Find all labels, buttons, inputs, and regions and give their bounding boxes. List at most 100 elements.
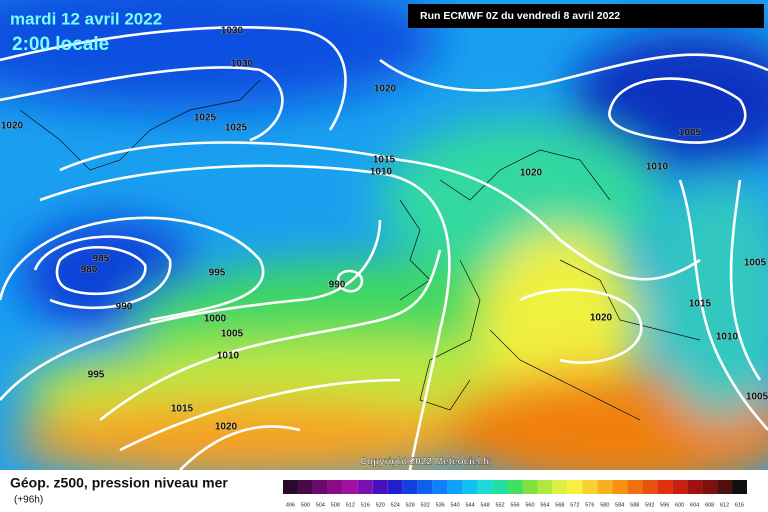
isobar-label: 1005 [746, 392, 768, 403]
scale-label: 556 [510, 502, 519, 508]
color-scale: 496 500 504 508 512 516 520 524 528 532 536 540 544 5… [283, 480, 747, 508]
isobar-label: 1000 [204, 314, 227, 325]
scale-label: 560 [525, 502, 534, 508]
scale-label: 496 [286, 502, 295, 508]
scale-label: 588 [630, 502, 639, 508]
scale-swatch [417, 480, 433, 494]
isobar-label: 1010 [370, 167, 393, 178]
isobar-label: 1005 [679, 128, 702, 139]
scale-swatch [327, 480, 343, 494]
scale-label: 508 [331, 502, 340, 508]
scale-label: 612 [720, 502, 729, 508]
scale-label: 524 [391, 502, 400, 508]
scale-swatch [657, 480, 673, 494]
scale-label: 616 [735, 502, 744, 508]
isobar-label: 1015 [373, 155, 396, 166]
scale-swatch [283, 480, 298, 494]
run-info: Run ECMWF 0Z du vendredi 8 avril 2022 [420, 10, 620, 22]
isobar-label: 1015 [689, 299, 712, 310]
scale-swatch [402, 480, 418, 494]
scale-swatch [477, 480, 493, 494]
scale-label: 544 [466, 502, 475, 508]
scale-label: 552 [495, 502, 504, 508]
isobar-label: 1020 [374, 84, 397, 95]
scale-label: 532 [421, 502, 430, 508]
map-date: mardi 12 avril 2022 [10, 9, 162, 28]
scale-label: 580 [600, 502, 609, 508]
isobar-label: 1005 [744, 258, 767, 269]
scale-label: 516 [361, 502, 370, 508]
scale-swatch [567, 480, 583, 494]
isobar-label: 1020 [590, 313, 613, 324]
run-box [408, 4, 764, 28]
scale-swatch [507, 480, 523, 494]
scale-label: 608 [705, 502, 714, 508]
scale-swatch [357, 480, 373, 494]
scale-swatch [702, 480, 718, 494]
map-area [0, 0, 768, 470]
scale-label: 500 [301, 502, 310, 508]
scale-swatch [612, 480, 628, 494]
scale-swatch [432, 480, 448, 494]
scale-label: 504 [316, 502, 325, 508]
scale-swatch [552, 480, 568, 494]
scale-label: 520 [376, 502, 385, 508]
isobar-label: 1010 [716, 332, 739, 343]
isobar-label: 1010 [646, 162, 669, 173]
isobar-label: 995 [209, 268, 226, 279]
copyright: Copyright 2022 Meteociel.fr [360, 457, 491, 468]
scale-swatch [627, 480, 643, 494]
scale-swatch [372, 480, 388, 494]
scale-swatch [312, 480, 328, 494]
scale-label: 592 [645, 502, 654, 508]
scale-label: 568 [555, 502, 564, 508]
scale-swatch [687, 480, 703, 494]
scale-swatch [297, 480, 313, 494]
isobar-label: 1010 [217, 351, 240, 362]
scale-swatch [447, 480, 463, 494]
scale-label: 576 [585, 502, 594, 508]
isobar-label: 1030 [231, 59, 254, 70]
scale-swatch [462, 480, 478, 494]
scale-swatch [732, 480, 747, 494]
isobar-label: 1030 [221, 26, 244, 37]
scale-label: 584 [615, 502, 624, 508]
isobar-label: 990 [116, 302, 133, 313]
scale-label: 604 [690, 502, 699, 508]
isobar-label: 995 [88, 370, 105, 381]
isobar-label: 1020 [1, 121, 24, 132]
scale-swatch [717, 480, 733, 494]
scale-swatch [492, 480, 508, 494]
scale-swatch [522, 480, 538, 494]
scale-label: 564 [540, 502, 549, 508]
scale-swatch [342, 480, 358, 494]
isobar-label: 1005 [221, 329, 244, 340]
scale-label: 540 [451, 502, 460, 508]
scale-swatch [582, 480, 598, 494]
isobar-label: 1020 [520, 168, 543, 179]
isobar-label: 990 [329, 280, 346, 291]
scale-swatch [387, 480, 403, 494]
scale-label: 512 [346, 502, 355, 508]
scale-swatch [537, 480, 553, 494]
scale-label: 596 [660, 502, 669, 508]
isobar-label: 980 [81, 265, 98, 276]
isobar-label: 1015 [171, 404, 194, 415]
map-time: 2:00 locale [12, 34, 109, 55]
isobar-label: 985 [93, 254, 110, 265]
scale-swatch [672, 480, 688, 494]
isobar-label: 1025 [194, 113, 217, 124]
footer-lead: (+96h) [14, 495, 43, 506]
scale-swatch [597, 480, 613, 494]
scale-label: 536 [436, 502, 445, 508]
scale-label: 548 [480, 502, 489, 508]
scale-label: 600 [675, 502, 684, 508]
isobar-label: 1025 [225, 123, 248, 134]
scale-label: 528 [406, 502, 415, 508]
footer-title: Géop. z500, pression niveau mer [10, 475, 228, 491]
scale-swatch [642, 480, 658, 494]
isobar-label: 1020 [215, 422, 238, 433]
scale-label: 572 [570, 502, 579, 508]
